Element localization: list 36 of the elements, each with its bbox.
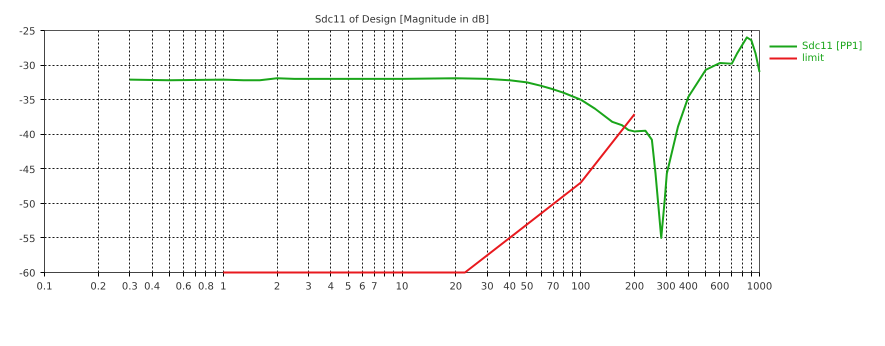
x-tick-label: 20 (449, 282, 462, 292)
y-tick-label: -40 (19, 130, 36, 142)
legend-label: Sdc11 [PP1] (802, 40, 862, 52)
x-tick-label: 0.1 (36, 282, 52, 292)
y-tick-label: -45 (19, 164, 36, 176)
y-tick-label: -55 (19, 234, 36, 245)
x-tick-label: 3 (305, 282, 312, 292)
x-tick-label: 400 (678, 282, 698, 292)
x-tick-label: 0.2 (90, 282, 106, 292)
y-tick-label: -30 (19, 61, 36, 72)
x-tick-label: 0.6 (176, 282, 192, 292)
x-tick-label: 70 (546, 282, 560, 292)
x-tick-label: 2 (274, 282, 280, 292)
y-tick-label: -50 (19, 199, 36, 210)
x-tick-label: 50 (520, 282, 534, 292)
x-tick-label: 6 (359, 282, 366, 292)
x-tick-label: 0.8 (198, 282, 214, 292)
x-tick-label: 5 (345, 282, 352, 292)
x-tick-label: 1 (220, 282, 226, 292)
x-tick-label: 100 (571, 282, 590, 292)
x-tick-label: 30 (480, 282, 494, 292)
x-tick-label: 200 (625, 282, 644, 292)
legend-label: limit (802, 52, 824, 64)
x-tick-label: 10 (396, 282, 408, 292)
x-tick-label: 7 (371, 282, 378, 292)
chart-title: Sdc11 of Design [Magnitude in dB] (314, 14, 490, 26)
x-tick-label: 600 (710, 282, 730, 292)
y-tick-label: -35 (19, 96, 36, 107)
x-tick-label: 40 (503, 282, 516, 292)
x-tick-label: 300 (656, 282, 676, 292)
y-tick-label: -25 (19, 26, 36, 38)
y-tick-label: -60 (19, 268, 36, 280)
x-tick-label: 0.4 (144, 282, 160, 292)
x-tick-label: 0.3 (122, 282, 138, 292)
x-tick-label: 1000 (746, 282, 772, 292)
x-tick-label: 4 (328, 282, 334, 292)
